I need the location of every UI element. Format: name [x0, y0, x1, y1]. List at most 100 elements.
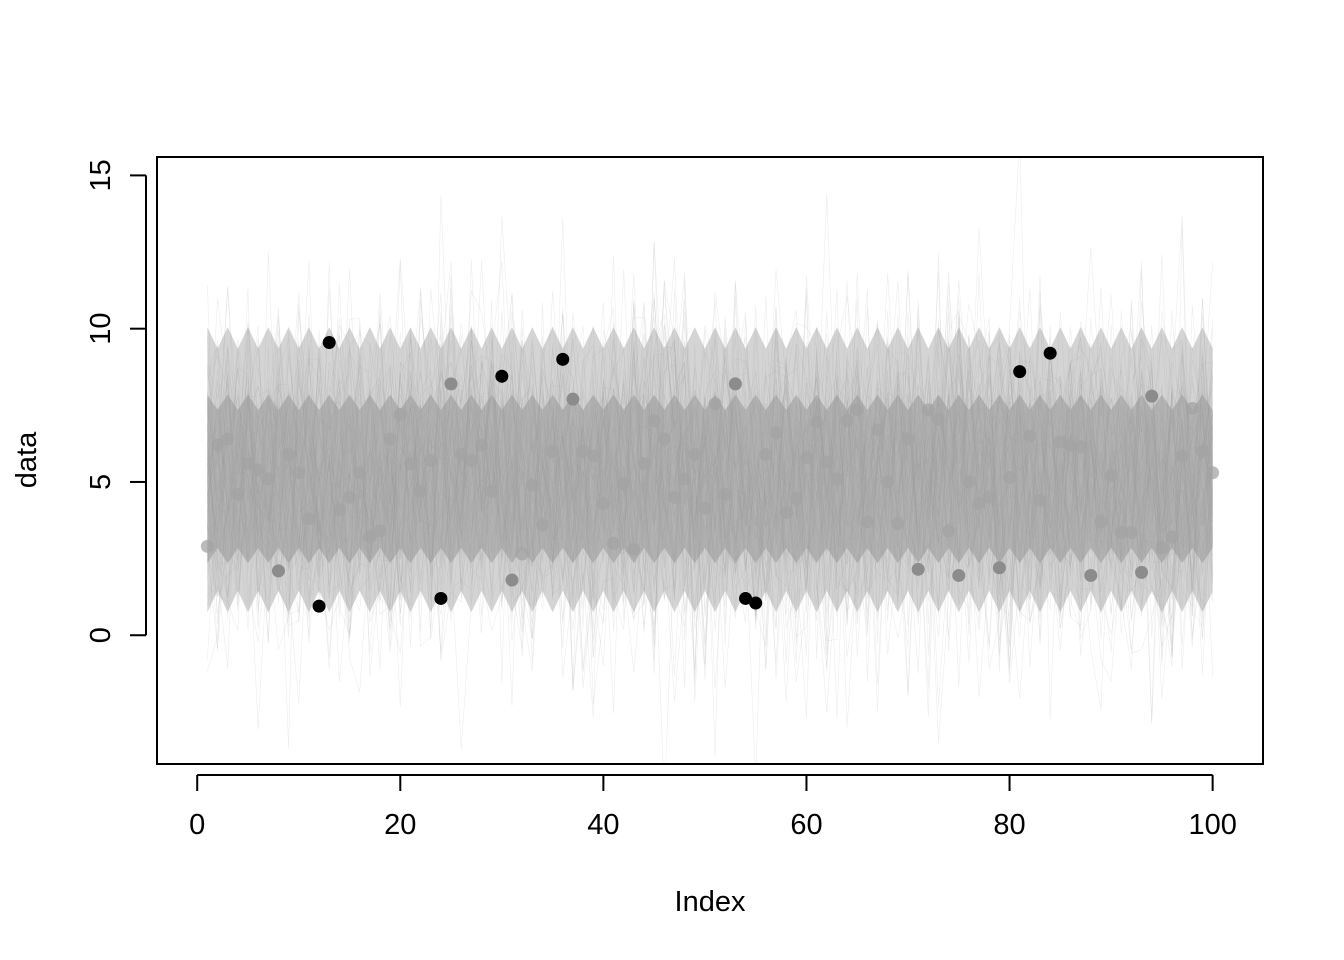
- simulation-line: [207, 288, 1213, 688]
- data-point: [678, 472, 692, 486]
- simulation-line: [207, 307, 1213, 688]
- data-point: [231, 487, 245, 501]
- data-point: [251, 463, 265, 477]
- data-point: [1104, 469, 1118, 483]
- data-point: [952, 568, 966, 582]
- data-point: [221, 432, 235, 446]
- simulation-line: [207, 280, 1213, 714]
- data-point: [688, 447, 702, 461]
- data-point: [1206, 466, 1220, 480]
- simulation-line: [207, 279, 1213, 644]
- data-point: [546, 444, 560, 458]
- simulation-line: [207, 280, 1213, 658]
- data-point: [434, 591, 448, 605]
- x-tick-label: 100: [1188, 809, 1236, 841]
- data-point: [353, 466, 367, 480]
- simulation-line: [207, 310, 1213, 719]
- simulation-line: [207, 242, 1213, 649]
- data-point: [271, 564, 285, 578]
- data-point: [931, 412, 945, 426]
- simulation-line: [207, 343, 1213, 640]
- simulation-line: [207, 269, 1213, 719]
- data-point: [302, 512, 316, 526]
- simulation-line: [207, 317, 1213, 689]
- simulation-line: [207, 260, 1213, 695]
- data-point: [393, 408, 407, 422]
- data-point: [789, 492, 803, 506]
- data-point: [576, 444, 590, 458]
- data-point: [657, 432, 671, 446]
- data-point: [1175, 449, 1189, 463]
- data-point: [292, 466, 306, 480]
- simulation-line: [207, 246, 1213, 690]
- x-tick-label: 60: [790, 809, 822, 841]
- simulation-line: [207, 288, 1213, 658]
- data-point: [718, 487, 732, 501]
- y-tick-label: 10: [85, 313, 117, 345]
- data-point: [860, 515, 874, 529]
- data-point: [566, 392, 580, 406]
- x-tick-label: 20: [384, 809, 416, 841]
- data-point: [515, 547, 529, 561]
- data-point: [982, 490, 996, 504]
- x-tick-label: 0: [189, 809, 205, 841]
- data-point: [556, 352, 570, 366]
- simulation-line: [207, 293, 1213, 750]
- simulation-line: [207, 308, 1213, 721]
- data-point: [322, 335, 336, 349]
- simulation-line: [207, 251, 1213, 634]
- simulation-line: [207, 311, 1213, 749]
- simulation-line: [207, 270, 1213, 673]
- data-point: [403, 457, 417, 471]
- data-point: [1124, 526, 1138, 540]
- data-point: [881, 475, 895, 489]
- data-point: [424, 454, 438, 467]
- data-point: [820, 455, 834, 469]
- data-point: [444, 377, 458, 391]
- data-point: [911, 562, 925, 576]
- data-point: [840, 414, 854, 428]
- simulation-line: [207, 273, 1213, 671]
- y-tick-label: 5: [85, 474, 117, 490]
- simulation-line: [207, 157, 1213, 625]
- simulation-line: [207, 271, 1213, 703]
- data-point: [211, 438, 225, 452]
- plot-frame: [156, 156, 1264, 765]
- simulation-line: [207, 289, 1213, 702]
- data-point: [1135, 565, 1149, 579]
- simulation-line: [207, 262, 1213, 696]
- data-point: [901, 432, 915, 446]
- simulation-line: [207, 308, 1213, 698]
- simulation-line: [207, 300, 1213, 744]
- simulation-line: [207, 269, 1213, 642]
- data-point: [282, 447, 296, 461]
- data-point: [200, 539, 214, 553]
- data-point: [992, 561, 1006, 575]
- data-point: [454, 447, 468, 461]
- data-point: [464, 454, 478, 467]
- simulation-line: [207, 312, 1213, 685]
- data-point: [485, 484, 499, 498]
- simulation-line: [207, 299, 1213, 724]
- simulation-line: [207, 283, 1213, 690]
- data-point: [871, 423, 885, 437]
- x-axis: 0 20 40 60 80 100: [189, 774, 1237, 841]
- data-point: [799, 450, 813, 464]
- simulation-line: [207, 306, 1213, 683]
- data-point: [850, 403, 864, 417]
- data-point: [891, 516, 905, 530]
- data-point: [241, 457, 255, 471]
- data-point: [830, 472, 844, 486]
- simulation-line: [207, 257, 1213, 710]
- y-tick-label: 15: [85, 159, 117, 191]
- data-point: [698, 501, 712, 515]
- data-point: [475, 438, 489, 452]
- data-point: [921, 403, 935, 417]
- data-point: [1195, 444, 1209, 458]
- data-point: [373, 524, 387, 538]
- data-point: [972, 496, 986, 510]
- data-point: [312, 599, 326, 613]
- simulation-line: [207, 261, 1213, 757]
- data-point: [617, 476, 631, 490]
